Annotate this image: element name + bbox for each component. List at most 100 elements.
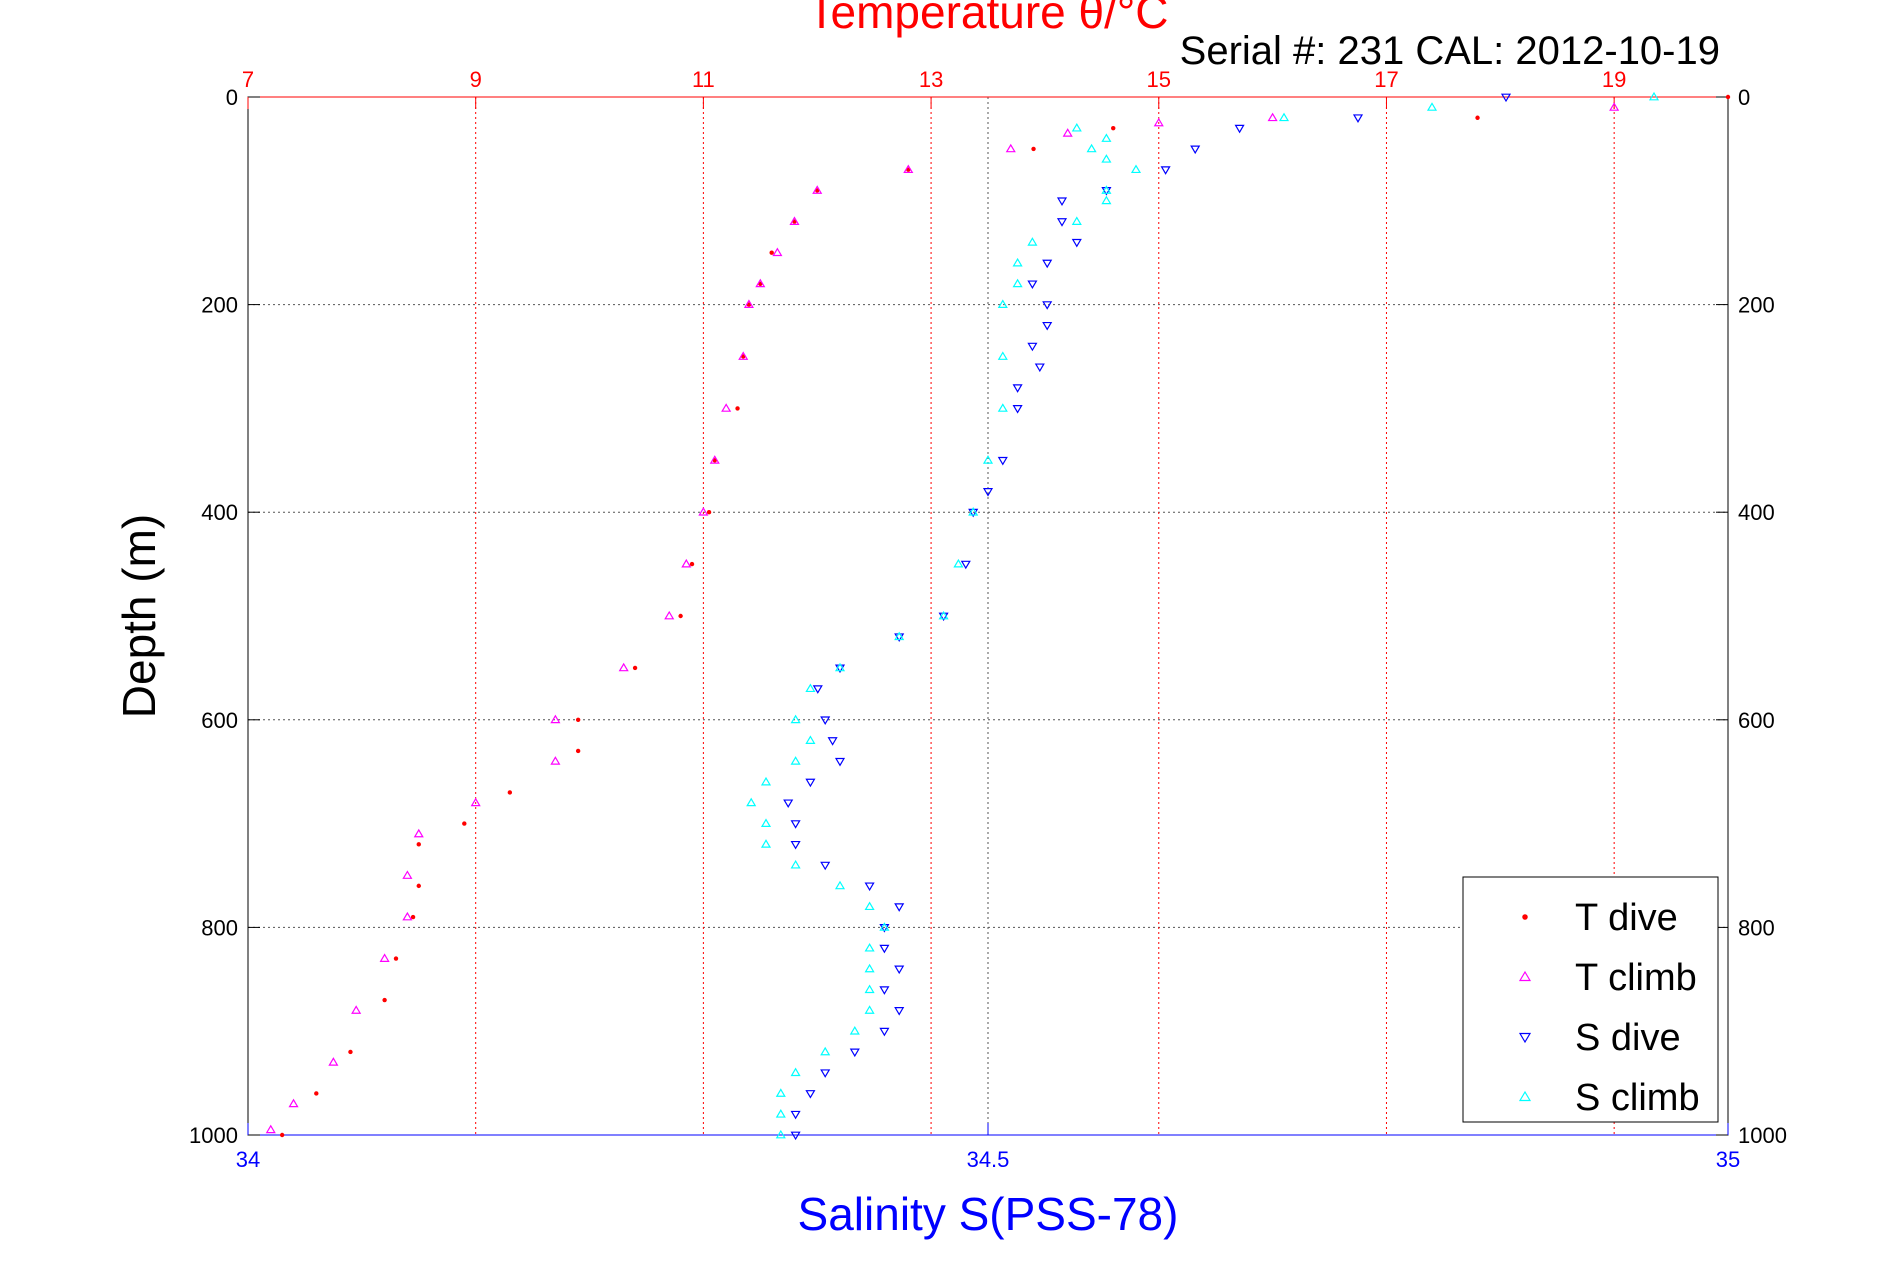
series-s-climb (746, 91, 1660, 1139)
x-bottom-tick-label: 35 (1716, 1147, 1740, 1172)
legend-label: S climb (1575, 1077, 1700, 1119)
data-point (769, 250, 774, 255)
data-point (550, 714, 561, 724)
data-point (864, 984, 875, 994)
data-point (1153, 117, 1164, 127)
data-point (760, 818, 772, 828)
data-point (1042, 301, 1053, 310)
data-point (618, 662, 629, 672)
data-point (760, 776, 772, 786)
data-point (279, 1132, 285, 1138)
data-point (382, 997, 387, 1003)
x-top-tick-label: 9 (470, 67, 482, 92)
data-point (1056, 218, 1068, 227)
x-bottom-tick-label: 34 (236, 1147, 260, 1172)
data-point (827, 737, 838, 746)
data-point (1027, 280, 1038, 290)
series-t-dive (279, 94, 1731, 1138)
y-axis-label: Depth (m) (113, 514, 165, 718)
legend-label: T climb (1575, 957, 1697, 999)
data-point (379, 953, 390, 962)
x-top-tick-label: 15 (1147, 67, 1171, 92)
chart-subtitle: Serial #: 231 CAL: 2012-10-19 (1180, 29, 1720, 73)
data-point (735, 406, 740, 411)
data-point (462, 821, 467, 826)
data-point (790, 840, 801, 850)
legend-marker (1522, 914, 1528, 920)
data-point (1031, 146, 1036, 152)
data-point (328, 1057, 339, 1066)
data-point (1027, 237, 1038, 246)
y-tick-label-left: 0 (226, 85, 238, 110)
data-point (1012, 278, 1023, 288)
legend-marker (1518, 1032, 1532, 1044)
x-axis-bottom-label: Salinity S(PSS-78) (798, 1188, 1179, 1240)
data-point (790, 820, 801, 829)
data-point (664, 610, 675, 620)
data-point (772, 247, 783, 257)
data-point (894, 633, 905, 642)
legend-marker (1518, 970, 1532, 982)
data-point (1130, 164, 1142, 174)
data-point (775, 1088, 786, 1097)
data-point (864, 901, 875, 911)
data-point (864, 882, 875, 892)
y-tick-label-right: 800 (1738, 915, 1775, 940)
data-point (805, 735, 816, 744)
data-point (997, 456, 1008, 466)
data-point (1278, 112, 1290, 122)
data-point (1725, 94, 1731, 100)
data-point (812, 185, 823, 194)
data-point (1071, 238, 1082, 248)
data-point (416, 883, 421, 889)
data-point (805, 1090, 816, 1099)
data-point (1609, 102, 1620, 111)
series-s-dive (783, 93, 1512, 1141)
data-point (864, 1005, 875, 1014)
data-point (997, 299, 1008, 308)
data-point (894, 1007, 905, 1016)
data-point (879, 922, 890, 931)
data-point (1005, 143, 1016, 153)
data-point (1071, 216, 1082, 225)
data-point (982, 488, 994, 497)
data-point (879, 986, 890, 995)
data-point (1267, 112, 1278, 122)
data-point (820, 1069, 831, 1078)
x-top-tick-label: 11 (692, 67, 715, 92)
data-point (879, 923, 890, 933)
data-point (760, 839, 772, 848)
data-point (1648, 91, 1660, 101)
data-point (805, 778, 816, 788)
data-point (1426, 102, 1438, 111)
data-point (402, 911, 413, 921)
data-points (265, 91, 1731, 1141)
data-point (706, 510, 712, 515)
data-point (938, 612, 949, 622)
series-t-climb (265, 102, 1620, 1134)
legend: T dive T climb S dive S climb (1462, 876, 1719, 1123)
legend-label: S dive (1575, 1017, 1681, 1059)
data-point (879, 944, 890, 954)
y-tick-label-right: 200 (1738, 293, 1775, 318)
data-point (1101, 154, 1112, 163)
y-tick-label-left: 200 (201, 293, 238, 318)
data-point (393, 956, 399, 961)
chart-title: Temperature θ/°C (808, 0, 1169, 38)
data-point (938, 610, 949, 620)
data-point (1500, 93, 1512, 103)
data-point (1352, 114, 1364, 123)
data-point (968, 508, 979, 518)
data-point (416, 842, 421, 847)
data-point (894, 903, 905, 912)
data-point (507, 790, 513, 795)
data-point (894, 965, 905, 975)
data-point (288, 1098, 299, 1108)
data-point (348, 1049, 353, 1055)
data-point (1012, 257, 1023, 267)
data-point (689, 561, 695, 567)
y-tick-label-left: 400 (201, 500, 238, 525)
data-point (790, 1110, 801, 1120)
data-point (743, 299, 754, 308)
data-point (755, 278, 766, 288)
